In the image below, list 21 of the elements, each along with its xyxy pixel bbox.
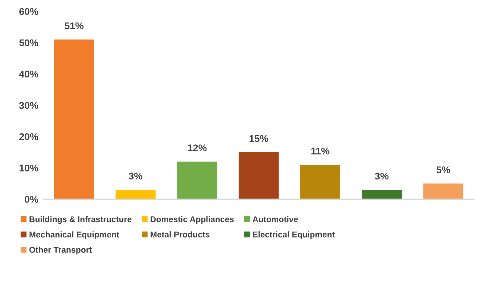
y-tick-label: 30% bbox=[19, 102, 38, 110]
legend-label: Mechanical Equipment bbox=[30, 232, 120, 240]
y-tick-label: 60% bbox=[20, 8, 38, 16]
legend-label: Buildings & Infrastructure bbox=[30, 216, 132, 224]
legend-label: Other Transport bbox=[30, 246, 92, 255]
legend-label: Domestic Appliances bbox=[150, 216, 234, 224]
y-tick-label: 50% bbox=[20, 40, 38, 46]
legend-label: Electrical Equipment bbox=[253, 232, 335, 240]
data-label: 12% bbox=[188, 144, 207, 152]
data-label: 11% bbox=[312, 148, 330, 155]
data-label: 3% bbox=[375, 172, 389, 180]
data-label: 3% bbox=[129, 172, 143, 180]
y-tick-label: 10% bbox=[20, 164, 38, 172]
legend-label: Automotive bbox=[252, 216, 298, 222]
y-tick-label: 40% bbox=[19, 70, 38, 78]
data-label: 15% bbox=[250, 135, 268, 142]
y-tick-label: 0% bbox=[25, 196, 38, 204]
data-label: 51% bbox=[64, 22, 84, 30]
data-label: 5% bbox=[436, 166, 450, 174]
y-tick-label: 20% bbox=[20, 134, 38, 140]
legend-label: Metal Products bbox=[150, 232, 210, 238]
